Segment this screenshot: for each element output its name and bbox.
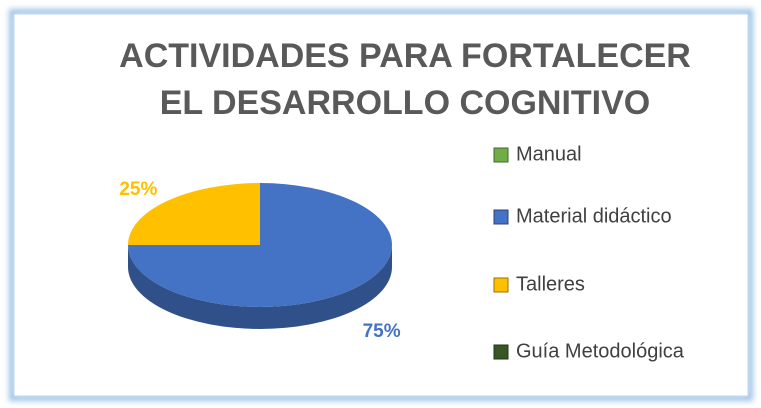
frame	[13, 13, 749, 397]
frame-glow	[9, 9, 753, 401]
legend-marker	[493, 277, 509, 293]
chart-title: ACTIVIDADES PARA FORTALECER	[119, 37, 691, 75]
legend-marker	[493, 344, 509, 360]
data-label: 25%	[119, 179, 157, 200]
chart-title: EL DESARROLLO COGNITIVO	[160, 84, 651, 122]
legend-marker	[493, 147, 509, 163]
legend-label: Guía Metodológica	[516, 340, 685, 362]
legend-label: Manual	[516, 143, 582, 165]
legend-label: Material didáctico	[516, 205, 672, 227]
legend-marker	[493, 209, 509, 225]
pie-side	[128, 245, 392, 329]
legend-label: Talleres	[516, 273, 585, 295]
pie-slice	[128, 183, 260, 245]
data-label: 75%	[363, 321, 401, 342]
